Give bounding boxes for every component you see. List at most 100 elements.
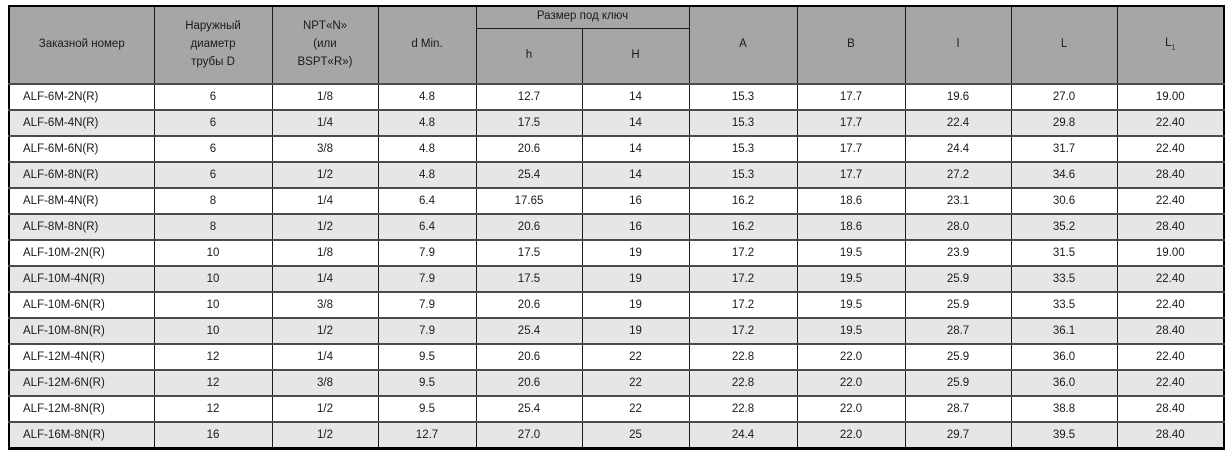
table-cell: 22.0 bbox=[796, 421, 906, 449]
table-cell: 25.4 bbox=[475, 395, 583, 423]
table-cell: 14 bbox=[581, 109, 690, 137]
header-d-min: d Min. bbox=[377, 5, 477, 85]
table-cell: 10 bbox=[153, 317, 273, 345]
table-cell: 25.9 bbox=[904, 369, 1012, 397]
table-cell: 22.40 bbox=[1116, 265, 1225, 293]
table-cell: 20.6 bbox=[475, 213, 583, 241]
header-l: l bbox=[904, 5, 1012, 85]
table-row: ALF-6M-8N(R) 6 1/2 4.8 25.4 14 15.3 17.7 27.2 34.… bbox=[8, 161, 1225, 189]
table-cell: 33.5 bbox=[1010, 291, 1118, 319]
header-B: B bbox=[796, 5, 906, 85]
table-cell: 19.6 bbox=[904, 83, 1012, 111]
table-cell: 7.9 bbox=[377, 291, 477, 319]
table-body: ALF-6M-2N(R) 6 1/8 4.8 12.7 14 15.3 17.7 19.6 27.… bbox=[8, 83, 1225, 449]
cell-order-number: ALF-10M-4N(R) bbox=[8, 265, 155, 293]
table-cell: 12 bbox=[153, 343, 273, 371]
header-outer-diameter: Наружный диаметр трубы D bbox=[153, 5, 273, 85]
table-cell: 22.8 bbox=[688, 343, 798, 371]
table-cell: 14 bbox=[581, 161, 690, 189]
table-cell: 6 bbox=[153, 135, 273, 163]
table-cell: 25.9 bbox=[904, 265, 1012, 293]
table-cell: 22.40 bbox=[1116, 109, 1225, 137]
table-cell: 22.4 bbox=[904, 109, 1012, 137]
table-row: ALF-6M-2N(R) 6 1/8 4.8 12.7 14 15.3 17.7 19.6 27.… bbox=[8, 83, 1225, 111]
table-cell: 1/2 bbox=[271, 317, 379, 345]
table-cell: 24.4 bbox=[904, 135, 1012, 163]
table-cell: 1/4 bbox=[271, 109, 379, 137]
table-cell: 36.0 bbox=[1010, 343, 1118, 371]
cell-order-number: ALF-6M-4N(R) bbox=[8, 109, 155, 137]
table-cell: 19.00 bbox=[1116, 239, 1225, 267]
table-cell: 36.1 bbox=[1010, 317, 1118, 345]
table-cell: 12.7 bbox=[377, 421, 477, 449]
table-cell: 22.40 bbox=[1116, 369, 1225, 397]
table-cell: 1/4 bbox=[271, 265, 379, 293]
table-cell: 20.6 bbox=[475, 343, 583, 371]
table-cell: 17.2 bbox=[688, 317, 798, 345]
header-L: L bbox=[1010, 5, 1118, 85]
table-cell: 9.5 bbox=[377, 395, 477, 423]
table-row: ALF-6M-4N(R) 6 1/4 4.8 17.5 14 15.3 17.7 22.4 29.… bbox=[8, 109, 1225, 137]
cell-order-number: ALF-12M-4N(R) bbox=[8, 343, 155, 371]
cell-order-number: ALF-10M-8N(R) bbox=[8, 317, 155, 345]
table-cell: 22 bbox=[581, 369, 690, 397]
table-cell: 1/2 bbox=[271, 395, 379, 423]
table-row: ALF-12M-4N(R) 12 1/4 9.5 20.6 22 22.8 22.0 25.9 3… bbox=[8, 343, 1225, 371]
cell-order-number: ALF-6M-2N(R) bbox=[8, 83, 155, 111]
table-row: ALF-10M-8N(R) 10 1/2 7.9 25.4 19 17.2 19.5 28.7 3… bbox=[8, 317, 1225, 345]
table-cell: 1/2 bbox=[271, 161, 379, 189]
table-cell: 10 bbox=[153, 265, 273, 293]
table-cell: 17.5 bbox=[475, 109, 583, 137]
table-cell: 19.00 bbox=[1116, 83, 1225, 111]
table-cell: 4.8 bbox=[377, 161, 477, 189]
table-cell: 9.5 bbox=[377, 343, 477, 371]
table-cell: 24.4 bbox=[688, 421, 798, 449]
table-row: ALF-8M-4N(R) 8 1/4 6.4 17.65 16 16.2 18.6 23.1 30… bbox=[8, 187, 1225, 215]
table-row: ALF-10M-2N(R) 10 1/8 7.9 17.5 19 17.2 19.5 23.9 3… bbox=[8, 239, 1225, 267]
fitting-dimensions-table: Заказной номер Наружный диаметр трубы D … bbox=[8, 5, 1226, 450]
table-cell: 1/4 bbox=[271, 187, 379, 215]
table-cell: 17.65 bbox=[475, 187, 583, 215]
table-cell: 29.8 bbox=[1010, 109, 1118, 137]
table-cell: 1/8 bbox=[271, 83, 379, 111]
table-cell: 6 bbox=[153, 161, 273, 189]
table-cell: 22.8 bbox=[688, 369, 798, 397]
table-cell: 4.8 bbox=[377, 83, 477, 111]
table-cell: 22.0 bbox=[796, 395, 906, 423]
table-cell: 33.5 bbox=[1010, 265, 1118, 293]
table-cell: 22.40 bbox=[1116, 291, 1225, 319]
table-cell: 35.2 bbox=[1010, 213, 1118, 241]
table-cell: 19 bbox=[581, 291, 690, 319]
table-cell: 19.5 bbox=[796, 239, 906, 267]
table-cell: 14 bbox=[581, 83, 690, 111]
table-cell: 34.6 bbox=[1010, 161, 1118, 189]
table-cell: 18.6 bbox=[796, 213, 906, 241]
table-cell: 39.5 bbox=[1010, 421, 1118, 449]
header-row-sub: h H bbox=[9, 27, 1224, 85]
header-H: H bbox=[581, 27, 690, 85]
table-cell: 10 bbox=[153, 291, 273, 319]
table-cell: 16 bbox=[581, 213, 690, 241]
table-cell: 25.9 bbox=[904, 291, 1012, 319]
header-h: h bbox=[475, 27, 583, 85]
table-cell: 9.5 bbox=[377, 369, 477, 397]
cell-order-number: ALF-8M-8N(R) bbox=[8, 213, 155, 241]
table-cell: 16 bbox=[153, 421, 273, 449]
table-cell: 17.7 bbox=[796, 135, 906, 163]
table-cell: 7.9 bbox=[377, 239, 477, 267]
table-cell: 3/8 bbox=[271, 291, 379, 319]
table-cell: 19.5 bbox=[796, 317, 906, 345]
cell-order-number: ALF-6M-6N(R) bbox=[8, 135, 155, 163]
table-cell: 28.0 bbox=[904, 213, 1012, 241]
table-cell: 20.6 bbox=[475, 369, 583, 397]
table-cell: 19.5 bbox=[796, 291, 906, 319]
table-cell: 22.40 bbox=[1116, 187, 1225, 215]
table-cell: 19.5 bbox=[796, 265, 906, 293]
table-cell: 10 bbox=[153, 239, 273, 267]
table-row: ALF-16M-8N(R) 16 1/2 12.7 27.0 25 24.4 22.0 29.7… bbox=[8, 421, 1225, 449]
table-cell: 4.8 bbox=[377, 109, 477, 137]
table-cell: 20.6 bbox=[475, 291, 583, 319]
table-cell: 8 bbox=[153, 187, 273, 215]
table-cell: 7.9 bbox=[377, 265, 477, 293]
table-cell: 17.2 bbox=[688, 239, 798, 267]
